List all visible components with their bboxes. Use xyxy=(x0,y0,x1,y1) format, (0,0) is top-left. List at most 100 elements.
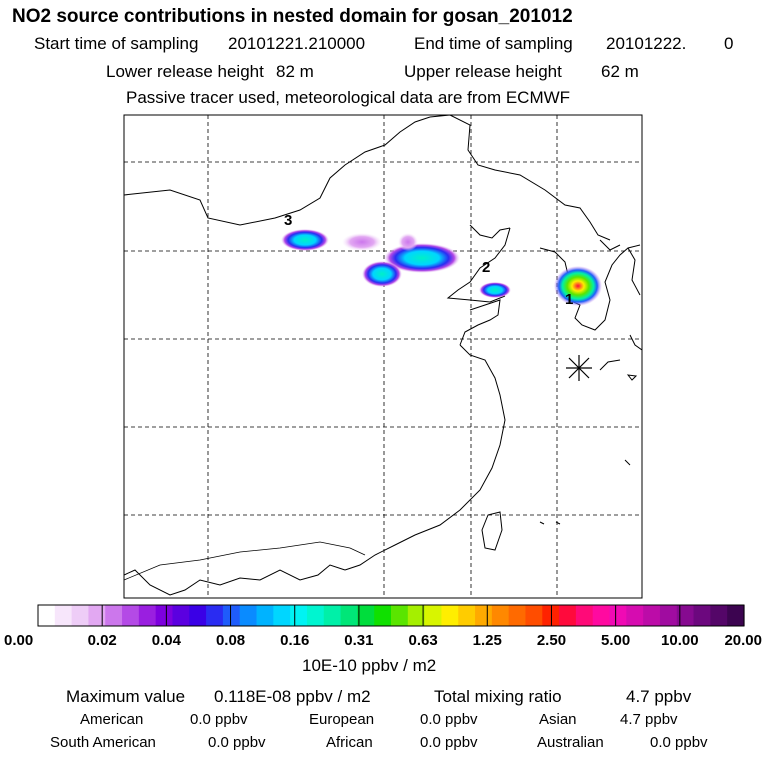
colorbar-cell xyxy=(172,605,190,626)
region-european-name: European xyxy=(309,711,375,728)
colorbar-cell xyxy=(659,605,678,626)
colorbar-cell xyxy=(441,605,459,626)
region-asian-value: 4.7 ppbv xyxy=(620,711,678,728)
tracer-note: Passive tracer used, meteorological data… xyxy=(126,88,571,107)
colorbar-cell xyxy=(340,605,358,626)
source-label-2: 2 xyxy=(482,259,490,276)
region-african-name: African xyxy=(326,734,373,751)
colorbar-cell xyxy=(407,605,426,626)
colorbar-tick-label: 0.63 xyxy=(408,632,437,649)
plume-west xyxy=(342,233,382,251)
region-australian-name: Australian xyxy=(537,734,604,751)
colorbar-cell xyxy=(693,605,711,626)
colorbar-cell xyxy=(256,605,274,626)
colorbar xyxy=(38,605,745,626)
plume-south xyxy=(362,261,402,287)
plume-central-north xyxy=(398,233,418,251)
upper-release-value: 62 m xyxy=(601,62,639,81)
start-time-label: Start time of sampling xyxy=(34,34,199,53)
source-label-3: 3 xyxy=(284,212,292,229)
region-american-name: American xyxy=(80,711,144,728)
colorbar-cell xyxy=(592,605,611,626)
colorbar-cell xyxy=(155,605,174,626)
max-value-label: Maximum value xyxy=(66,687,186,706)
colorbar-cell xyxy=(609,605,627,626)
colorbar-cell xyxy=(374,605,392,626)
colorbar-cell xyxy=(458,605,476,626)
colorbar-cell xyxy=(424,605,443,626)
plume-central xyxy=(384,243,460,273)
coastline-lines xyxy=(124,115,642,596)
colorbar-cell xyxy=(306,605,325,626)
plot-title: NO2 source contributions in nested domai… xyxy=(12,6,573,27)
region-south-american-name: South American xyxy=(50,734,156,751)
colorbar-cell xyxy=(626,605,644,626)
end-time-extra: 0 xyxy=(724,34,734,53)
source-label-1: 1 xyxy=(565,291,573,308)
colorbar-cell xyxy=(676,605,695,626)
colorbar-tick-label: 10.00 xyxy=(661,632,699,649)
receptor-star-icon xyxy=(566,355,592,381)
border-line xyxy=(124,541,366,581)
colorbar-cell xyxy=(290,605,308,626)
plume-source-1 xyxy=(554,266,602,306)
plume-source-3 xyxy=(281,229,329,251)
colorbar-unit: 10E-10 ppbv / m2 xyxy=(302,656,437,675)
lower-release-label: Lower release height xyxy=(106,62,264,81)
total-mixing-label: Total mixing ratio xyxy=(434,687,562,706)
colorbar-cell xyxy=(54,605,73,626)
region-european-value: 0.0 ppbv xyxy=(420,711,478,728)
plume-source-2 xyxy=(479,282,511,298)
colorbar-tick-label: 0.00 xyxy=(4,632,33,649)
colorbar-cell xyxy=(122,605,140,626)
end-time-value: 20101222. xyxy=(606,34,687,53)
colorbar-tick-label: 20.00 xyxy=(724,632,762,649)
colorbar-cell xyxy=(727,605,745,626)
upper-release-label: Upper release height xyxy=(404,62,562,81)
colorbar-cell xyxy=(323,605,342,626)
colorbar-cell xyxy=(508,605,527,626)
colorbar-cell xyxy=(206,605,224,626)
colorbar-cell xyxy=(491,605,510,626)
colorbar-tick-label: 0.08 xyxy=(216,632,245,649)
colorbar-tick-label: 0.31 xyxy=(344,632,373,649)
colorbar-dividers xyxy=(101,605,681,626)
end-time-label: End time of sampling xyxy=(414,34,573,53)
colorbar-cell xyxy=(38,605,56,626)
colorbar-cell xyxy=(239,605,258,626)
colorbar-cell xyxy=(189,605,207,626)
colorbar-cell xyxy=(222,605,241,626)
colorbar-tick-label: 0.02 xyxy=(88,632,117,649)
colorbar-tick-labels: 0.00 0.02 0.04 0.08 0.16 0.31 0.63 1.25 2.50 5.00… xyxy=(4,632,762,649)
colorbar-cell xyxy=(643,605,661,626)
colorbar-cell xyxy=(710,605,728,626)
region-american-value: 0.0 ppbv xyxy=(190,711,248,728)
colorbar-tick-label: 1.25 xyxy=(473,632,502,649)
colorbar-tick-label: 0.04 xyxy=(152,632,182,649)
colorbar-tick-label: 2.50 xyxy=(537,632,566,649)
region-south-american-value: 0.0 ppbv xyxy=(208,734,266,751)
colorbar-cell xyxy=(575,605,594,626)
colorbar-tick-label: 0.16 xyxy=(280,632,309,649)
colorbar-cell xyxy=(71,605,90,626)
colorbar-cell xyxy=(273,605,291,626)
max-value: 0.118E-08 ppbv / m2 xyxy=(214,687,371,706)
colorbar-cell xyxy=(138,605,157,626)
colorbar-cell xyxy=(525,605,543,626)
region-asian-name: Asian xyxy=(539,711,577,728)
region-australian-value: 0.0 ppbv xyxy=(650,734,708,751)
total-mixing-value: 4.7 ppbv xyxy=(626,687,692,706)
lat-lon-grid xyxy=(124,115,642,598)
colorbar-cell xyxy=(559,605,577,626)
map-frame xyxy=(123,114,643,599)
colorbar-cell xyxy=(88,605,106,626)
start-time-value: 20101221.210000 xyxy=(228,34,366,53)
colorbar-cell xyxy=(391,605,409,626)
colorbar-cell xyxy=(357,605,375,626)
region-african-value: 0.0 ppbv xyxy=(420,734,478,751)
colorbar-cell xyxy=(475,605,493,626)
lower-release-value: 82 m xyxy=(276,62,314,81)
colorbar-cell xyxy=(105,605,123,626)
concentration-plumes xyxy=(281,229,602,306)
